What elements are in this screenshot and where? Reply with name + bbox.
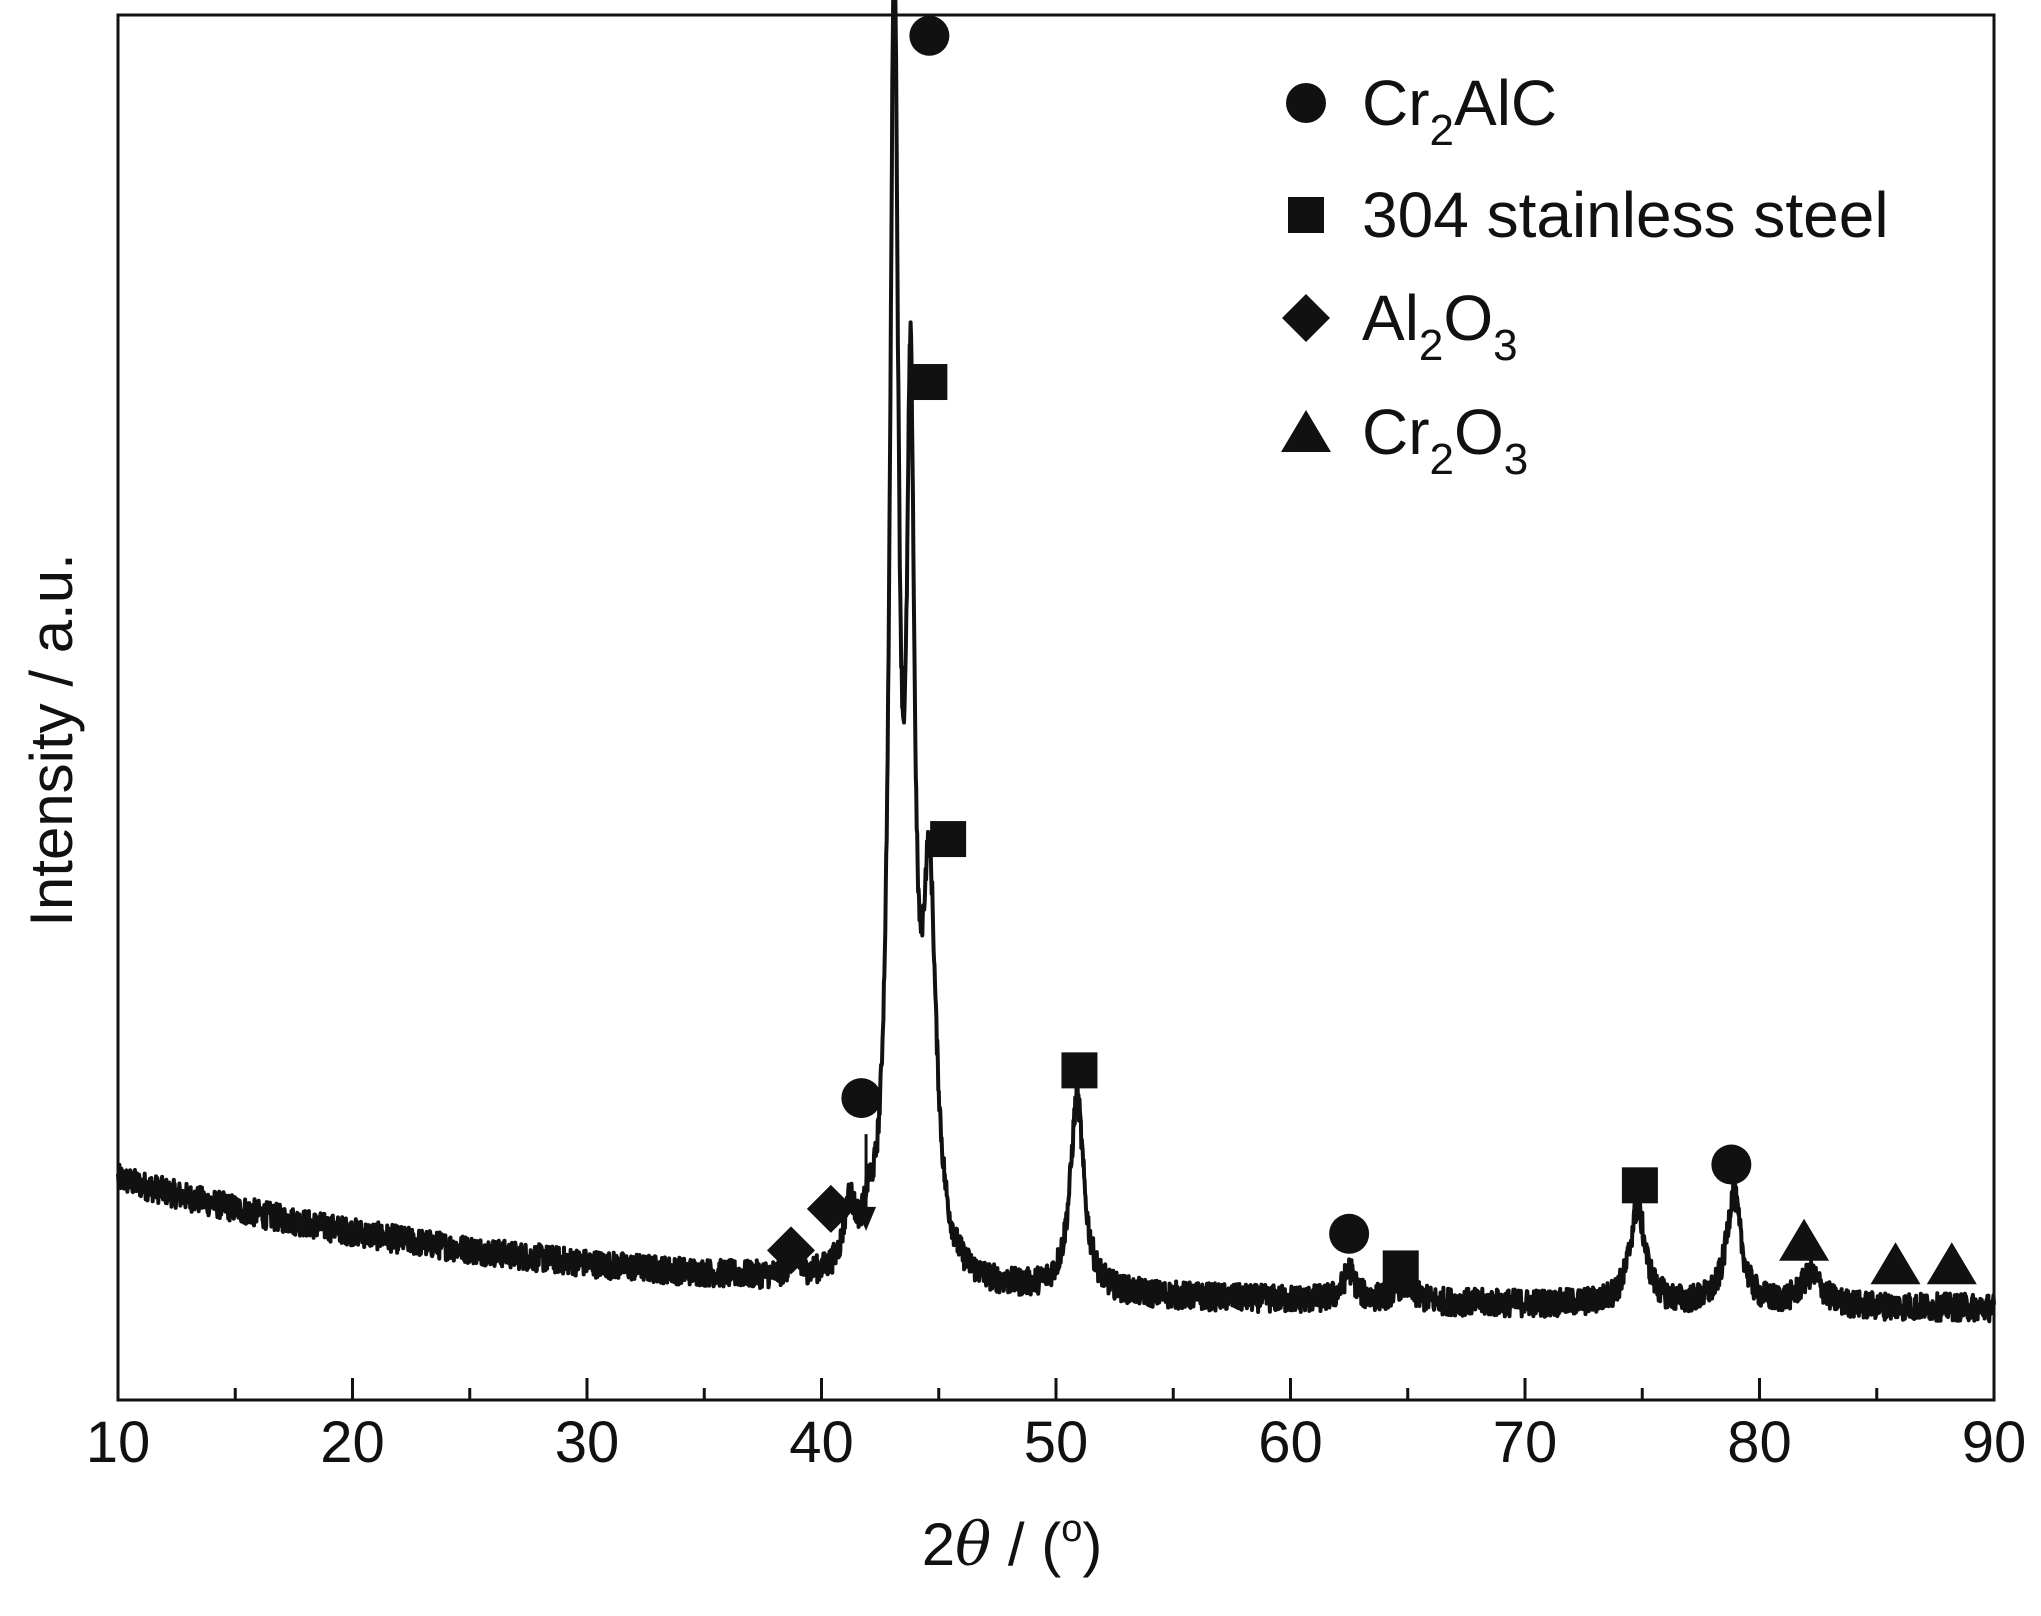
x-tick-label: 40 [789,1410,854,1475]
circle-peak-marker [909,15,950,56]
peak-markers [767,15,1977,1287]
x-tick-label: 10 [86,1410,151,1475]
y-axis-title: Intensity / a.u. [18,553,85,927]
triangle-peak-marker [1870,1242,1921,1285]
square-peak-marker [1382,1250,1419,1287]
legend-label-rest: O [1454,396,1504,468]
x-axis-title-suffix: / ( [991,1511,1061,1578]
x-axis-title-close: ) [1082,1511,1102,1578]
legend-label-main: Cr [1362,396,1430,468]
square-peak-marker [1061,1052,1098,1089]
legend-label: Cr2O3 [1362,396,1528,484]
legend-label: Cr2AlC [1362,67,1557,155]
triangle-peak-marker [1779,1218,1830,1261]
arrow-head [856,1206,877,1231]
diamond-peak-marker [806,1184,855,1233]
legend-item: Al2O3 [1282,282,1518,370]
x-tick-label: 80 [1727,1410,1792,1475]
x-tick-label: 50 [1024,1410,1089,1475]
legend-label-sub: 2 [1430,435,1454,484]
legend-label: Al2O3 [1362,282,1518,370]
legend-item: 304 stainless steel [1288,179,1889,251]
legend-label-main: Cr [1362,67,1430,139]
legend-label: 304 stainless steel [1362,179,1889,251]
circle-legend-icon [1286,83,1326,123]
x-axis-title: 2θ / (o) [922,1508,1103,1580]
diamond-peak-marker [767,1226,816,1275]
triangle-peak-marker [1926,1242,1977,1285]
x-axis-title-symbol: θ [955,1510,991,1580]
legend-label-main: Al [1362,282,1419,354]
legend-label-main: 304 stainless steel [1362,179,1889,251]
x-tick-label: 70 [1493,1410,1558,1475]
peak-arrow [856,1134,877,1231]
diamond-legend-icon [1282,294,1330,342]
x-tick-label: 60 [1258,1410,1323,1475]
legend-item: Cr2O3 [1281,396,1528,484]
circle-peak-marker [1711,1144,1752,1185]
triangle-legend-icon [1281,410,1331,452]
square-legend-icon [1288,197,1324,233]
diffraction-pattern-line [116,0,1996,1324]
x-axis-title-degree: o [1061,1508,1082,1550]
axis-ticks [116,1378,1996,1400]
legend-label-rest: AlC [1454,67,1557,139]
legend-item: Cr2AlC [1286,67,1557,155]
square-peak-marker [930,821,967,858]
circle-peak-marker [1329,1213,1370,1254]
legend-label-sub2: 3 [1504,435,1528,484]
legend-label-sub: 2 [1419,321,1443,370]
legend-label-sub2: 3 [1493,321,1517,370]
x-tick-labels: 10 20 30 40 50 60 70 80 90 [86,1410,2027,1475]
legend-label-rest: O [1443,282,1493,354]
x-tick-label: 90 [1962,1410,2027,1475]
x-axis-title-prefix: 2 [922,1511,955,1578]
square-peak-marker [1621,1167,1658,1204]
x-tick-label: 20 [320,1410,385,1475]
legend-label-sub: 2 [1430,106,1454,155]
square-peak-marker [911,364,948,401]
circle-peak-marker [841,1078,882,1119]
x-tick-label: 30 [555,1410,620,1475]
